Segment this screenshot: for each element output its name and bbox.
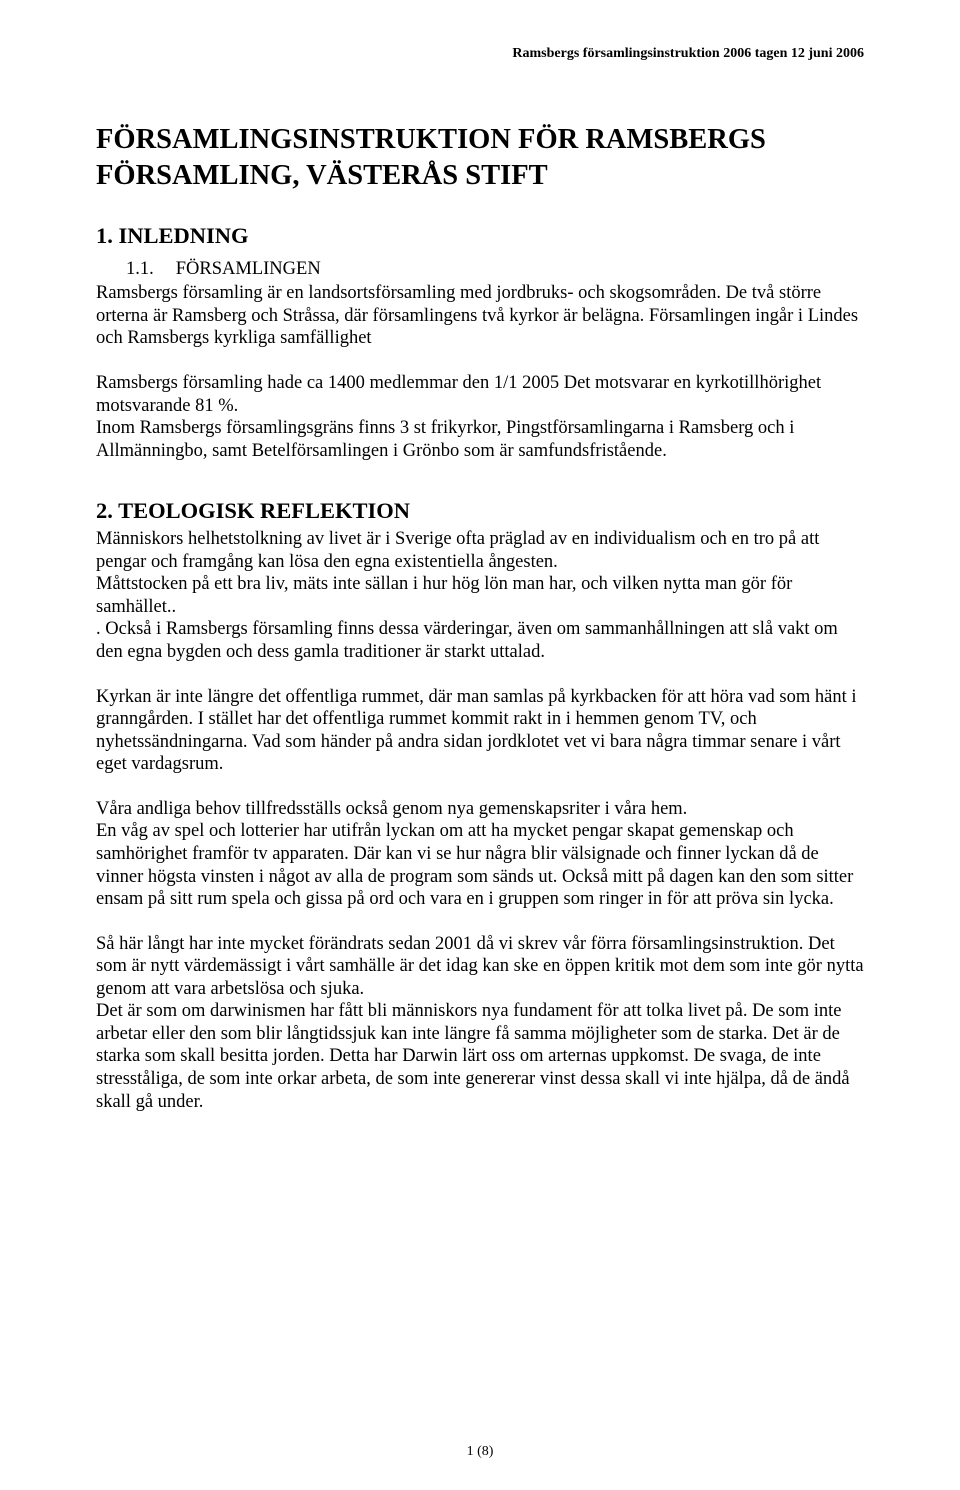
section-1-heading: 1. INLEDNING [96, 223, 864, 249]
section-2-heading: 2. TEOLOGISK REFLEKTION [96, 498, 864, 524]
section-1-1-label: FÖRSAMLINGEN [176, 259, 321, 279]
document-page: Ramsbergs församlingsinstruktion 2006 ta… [0, 0, 960, 1490]
title-line-2: FÖRSAMLING, VÄSTERÅS STIFT [96, 160, 548, 191]
section-1-1-heading: 1.1. FÖRSAMLINGEN [96, 259, 864, 280]
section-2-paragraph-8: Det är som om darwinismen har fått bli m… [96, 1000, 864, 1113]
page-footer: 1 (8) [0, 1444, 960, 1460]
section-1-1-number: 1.1. [96, 259, 172, 279]
section-2-paragraph-4: Kyrkan är inte längre det offentliga rum… [96, 686, 864, 776]
title-line-1: FÖRSAMLINGSINSTRUKTION FÖR RAMSBERGS [96, 124, 766, 155]
section-1-1-paragraph-2: Ramsbergs församling hade ca 1400 medlem… [96, 372, 864, 417]
section-1-1-paragraph-1: Ramsbergs församling är en landsortsförs… [96, 282, 864, 350]
section-2-paragraph-2: Måttstocken på ett bra liv, mäts inte sä… [96, 573, 864, 618]
section-2-paragraph-3: . Också i Ramsbergs församling finns des… [96, 618, 864, 663]
section-2-paragraph-7: Så här långt har inte mycket förändrats … [96, 933, 864, 1001]
section-2-paragraph-5: Våra andliga behov tillfredsställs också… [96, 798, 864, 821]
section-2-paragraph-6: En våg av spel och lotterier har utifrån… [96, 820, 864, 910]
document-title: FÖRSAMLINGSINSTRUKTION FÖR RAMSBERGS FÖR… [96, 122, 864, 193]
section-2-paragraph-1: Människors helhetstolkning av livet är i… [96, 528, 864, 573]
running-header: Ramsbergs församlingsinstruktion 2006 ta… [96, 46, 864, 62]
section-1-1-paragraph-3: Inom Ramsbergs församlingsgräns finns 3 … [96, 417, 864, 462]
